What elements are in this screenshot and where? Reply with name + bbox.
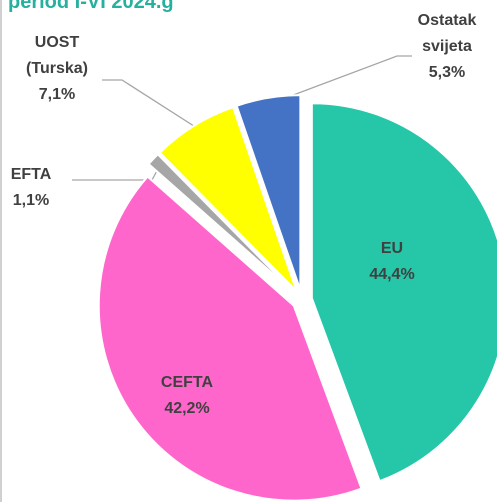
value-label: 7,1% — [38, 86, 76, 103]
leader-line — [279, 55, 412, 101]
chart-title: period I-VI 2024.g — [8, 0, 174, 13]
value-label: 42,2% — [164, 400, 210, 417]
value-label: 44,4% — [369, 266, 415, 283]
category-label: EFTA — [10, 166, 52, 183]
slice-label: EFTA 1,1% — [6, 162, 56, 214]
slice-label: EU 44,4% — [352, 236, 432, 288]
pie-slice — [158, 105, 298, 293]
slice-label: CEFTA 42,2% — [142, 370, 232, 422]
pie-slice — [235, 94, 302, 291]
category-label: UOST (Turska) — [26, 34, 88, 77]
slice-label: UOST (Turska) 7,1% — [12, 30, 102, 108]
pie-slice — [310, 102, 497, 483]
category-label: Ostatak svijeta — [417, 12, 477, 55]
category-label: EU — [380, 240, 404, 257]
pie-slice — [147, 152, 296, 294]
category-label: CEFTA — [160, 374, 214, 391]
leader-line — [102, 79, 198, 129]
value-label: 1,1% — [12, 192, 50, 209]
value-label: 5,3% — [428, 64, 466, 81]
pie-slice — [97, 175, 363, 502]
slice-label: Ostatak svijeta 5,3% — [402, 8, 492, 86]
